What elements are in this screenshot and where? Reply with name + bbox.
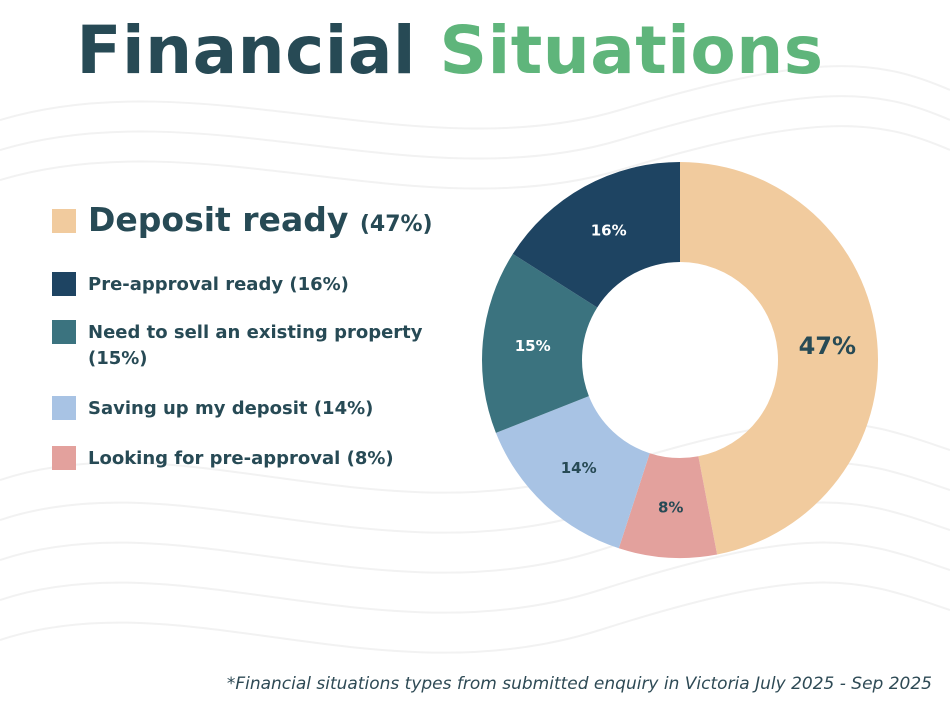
donut-slice xyxy=(618,453,718,559)
legend-label: Need to sell an existing property (15%) xyxy=(88,322,423,369)
donut-slice xyxy=(495,396,650,549)
legend-label: Looking for pre-approval (8%) xyxy=(88,448,394,469)
title-part-2: Situations xyxy=(439,12,824,89)
slice-label: 16% xyxy=(591,221,627,239)
legend-swatch xyxy=(52,446,76,470)
page-title: Financial Situations xyxy=(0,6,900,96)
slice-label: 47% xyxy=(799,332,856,360)
footnote: *Financial situations types from submitt… xyxy=(226,674,932,694)
slice-label: 14% xyxy=(561,459,597,477)
legend-label: Saving up my deposit (14%) xyxy=(88,398,374,419)
legend-swatch xyxy=(52,272,76,296)
legend-item-saving-deposit: Saving up my deposit (14%) xyxy=(52,396,373,422)
donut-slice xyxy=(482,253,598,433)
donut-chart: 47% 8% 14% 15% 16% xyxy=(482,162,878,559)
legend-item-need-to-sell: Need to sell an existing property (15%) xyxy=(52,320,423,372)
legend-item-pre-approval-ready: Pre-approval ready (16%) xyxy=(52,272,349,298)
slice-label: 8% xyxy=(658,499,683,517)
legend-swatch xyxy=(52,320,76,344)
legend-swatch xyxy=(52,209,76,233)
slice-label: 15% xyxy=(515,337,551,355)
legend-swatch xyxy=(52,396,76,420)
donut-slice xyxy=(680,162,878,555)
title-part-1: Financial xyxy=(76,12,417,89)
donut-slice xyxy=(512,162,680,308)
legend-label: Pre-approval ready (16%) xyxy=(88,274,349,295)
legend-label: Deposit ready (47%) xyxy=(88,200,433,239)
legend-item-deposit-ready: Deposit ready (47%) xyxy=(52,200,433,245)
legend-item-looking-pre-approval: Looking for pre-approval (8%) xyxy=(52,446,394,472)
